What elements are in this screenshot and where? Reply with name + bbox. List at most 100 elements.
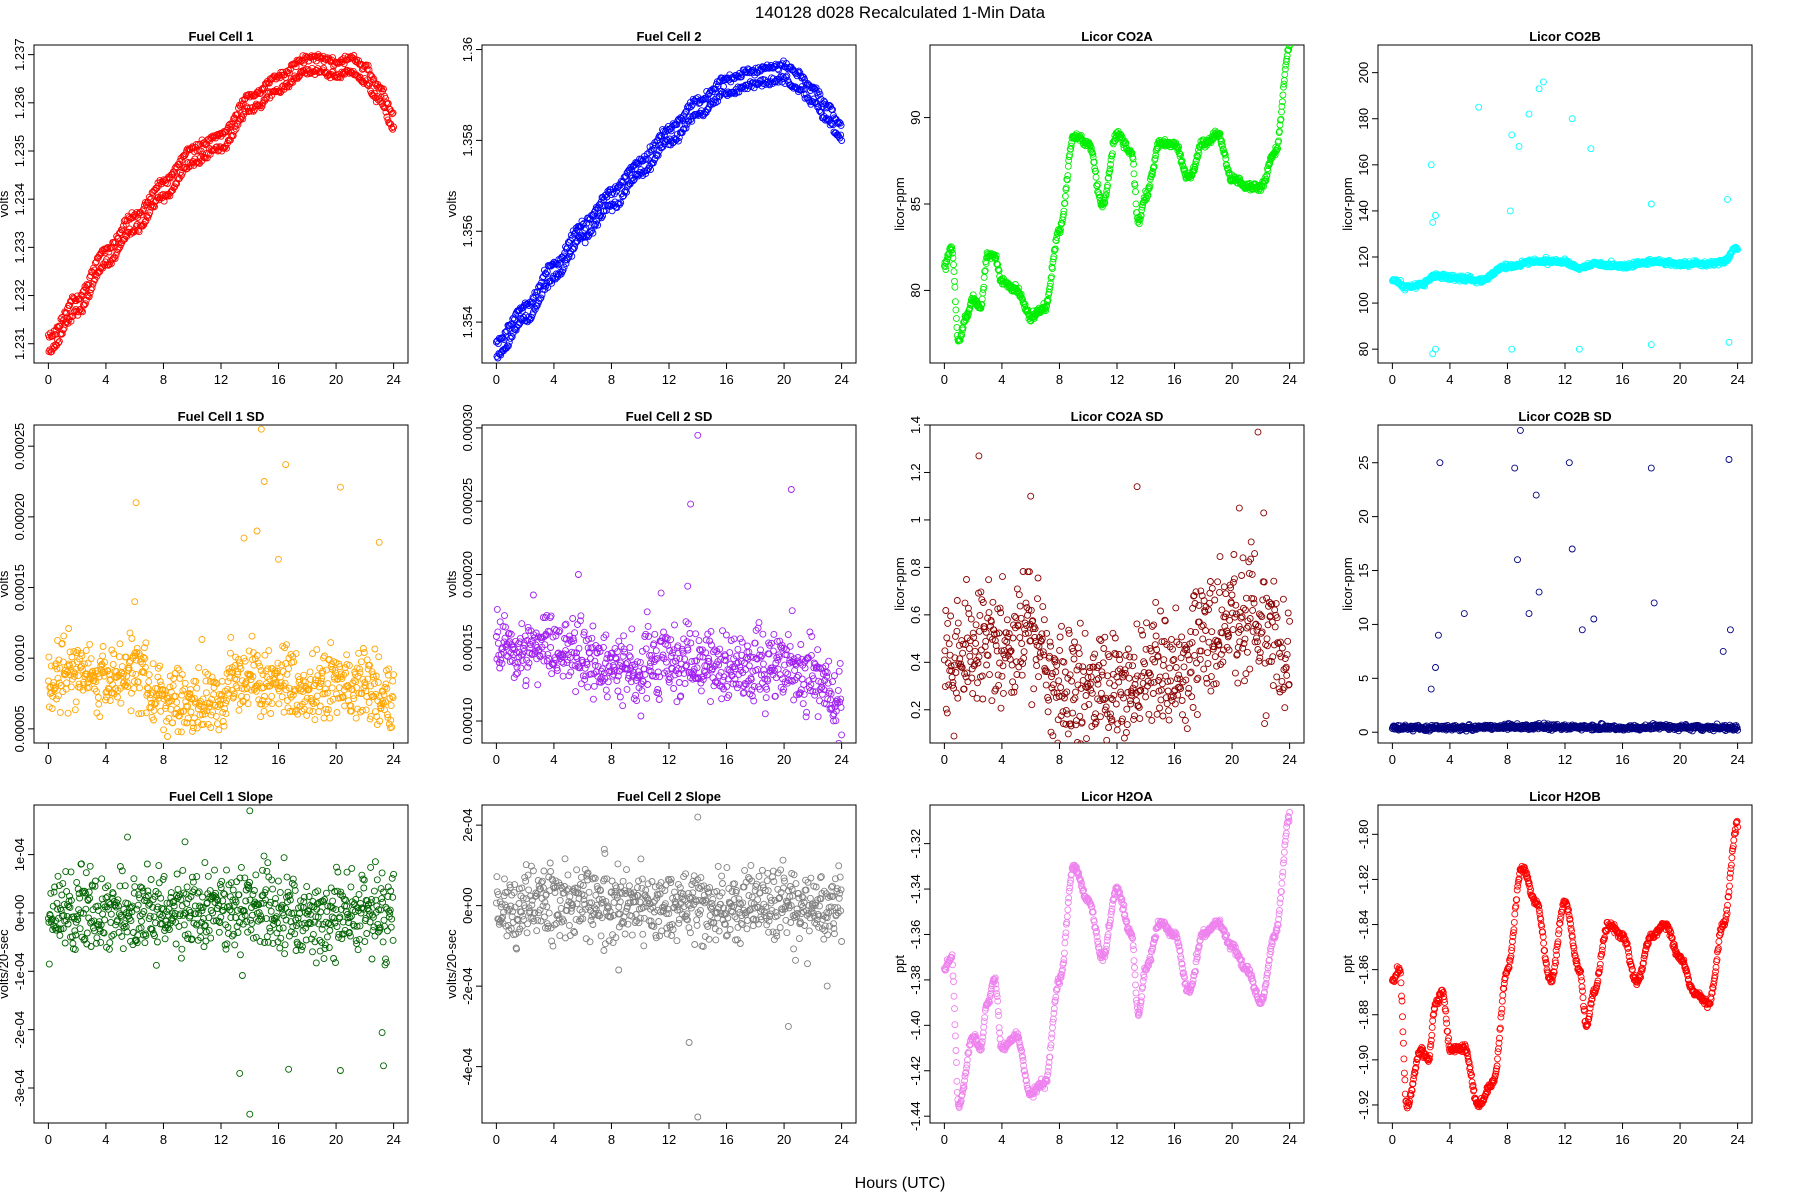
data-point [569,615,577,622]
data-point [1137,211,1145,219]
data-point [677,692,685,700]
data-point [260,478,268,485]
data-point [223,696,230,704]
y-axis-label: volts [0,190,11,217]
data-point [1122,729,1130,736]
data-point [709,665,716,673]
data-point [826,121,834,129]
data-point [711,646,719,654]
data-points [940,45,1294,345]
data-point [313,692,321,700]
data-point [830,717,837,725]
data-point [226,649,234,657]
data-point [142,639,150,647]
data-point [108,689,116,697]
data-point [1089,150,1097,158]
data-point [1057,684,1065,691]
data-point [1006,648,1014,656]
data-point [230,127,238,135]
data-point [584,233,592,241]
data-point [762,694,770,702]
data-point [1008,688,1016,696]
data-point [1141,660,1149,668]
data-point [1568,115,1576,123]
data-point [285,665,292,673]
data-point [579,672,587,680]
data-point [636,671,644,679]
data-point [333,690,340,698]
data-point [972,621,980,629]
data-point [67,683,75,691]
data-point [959,640,967,648]
data-point [98,661,106,669]
data-point [989,598,997,606]
data-point [132,499,140,507]
data-point [243,693,251,701]
data-point [271,72,279,80]
data-point [282,461,290,469]
data-point [97,662,105,670]
data-point [74,672,82,680]
data-point [321,652,328,660]
data-point [770,630,778,638]
data-point [1101,194,1109,202]
data-point [588,634,596,642]
data-point [591,222,599,230]
data-point [954,619,962,627]
data-point [1074,644,1082,652]
data-point [1125,661,1133,669]
y-tick-label: 0.2 [908,701,923,719]
data-point [72,698,80,706]
data-point [834,686,842,694]
data-point [164,698,172,706]
data-point [838,137,846,145]
data-point [1138,672,1146,680]
data-point [784,670,792,678]
data-point [958,664,966,671]
data-point [257,713,265,721]
data-point [368,668,376,676]
data-point [1011,612,1018,620]
data-point [1277,115,1285,123]
data-point [1094,180,1102,188]
data-point [609,188,617,196]
data-point [308,698,316,706]
data-point [1038,635,1046,643]
data-point [663,136,671,144]
data-point [1131,181,1139,189]
data-point [150,716,157,724]
data-point [678,129,686,137]
data-point [953,627,961,635]
data-point [164,733,171,740]
data-point [1475,103,1483,111]
data-point [223,144,230,152]
data-point [556,655,564,663]
data-point [941,647,949,655]
data-point [1102,703,1110,711]
x-tick-label: 20 [1673,372,1687,387]
data-point [371,708,379,716]
data-point [504,342,512,350]
data-point [1112,700,1120,708]
data-point [1061,199,1069,207]
data-point [347,707,355,715]
data-point [300,59,308,67]
data-points [492,431,846,743]
data-point [284,704,292,712]
data-point [951,654,959,662]
data-point [814,713,822,721]
data-point [1006,655,1014,663]
data-point [192,677,200,685]
data-point [947,612,955,620]
data-point [285,684,293,692]
data-point [1095,675,1102,683]
data-point [632,691,640,699]
data-point [988,697,996,705]
data-point [1083,735,1090,743]
data-point [55,337,63,345]
data-point [654,151,662,159]
data-point [78,652,86,660]
data-point [953,597,961,604]
data-point [1281,65,1289,73]
data-point [722,631,730,639]
